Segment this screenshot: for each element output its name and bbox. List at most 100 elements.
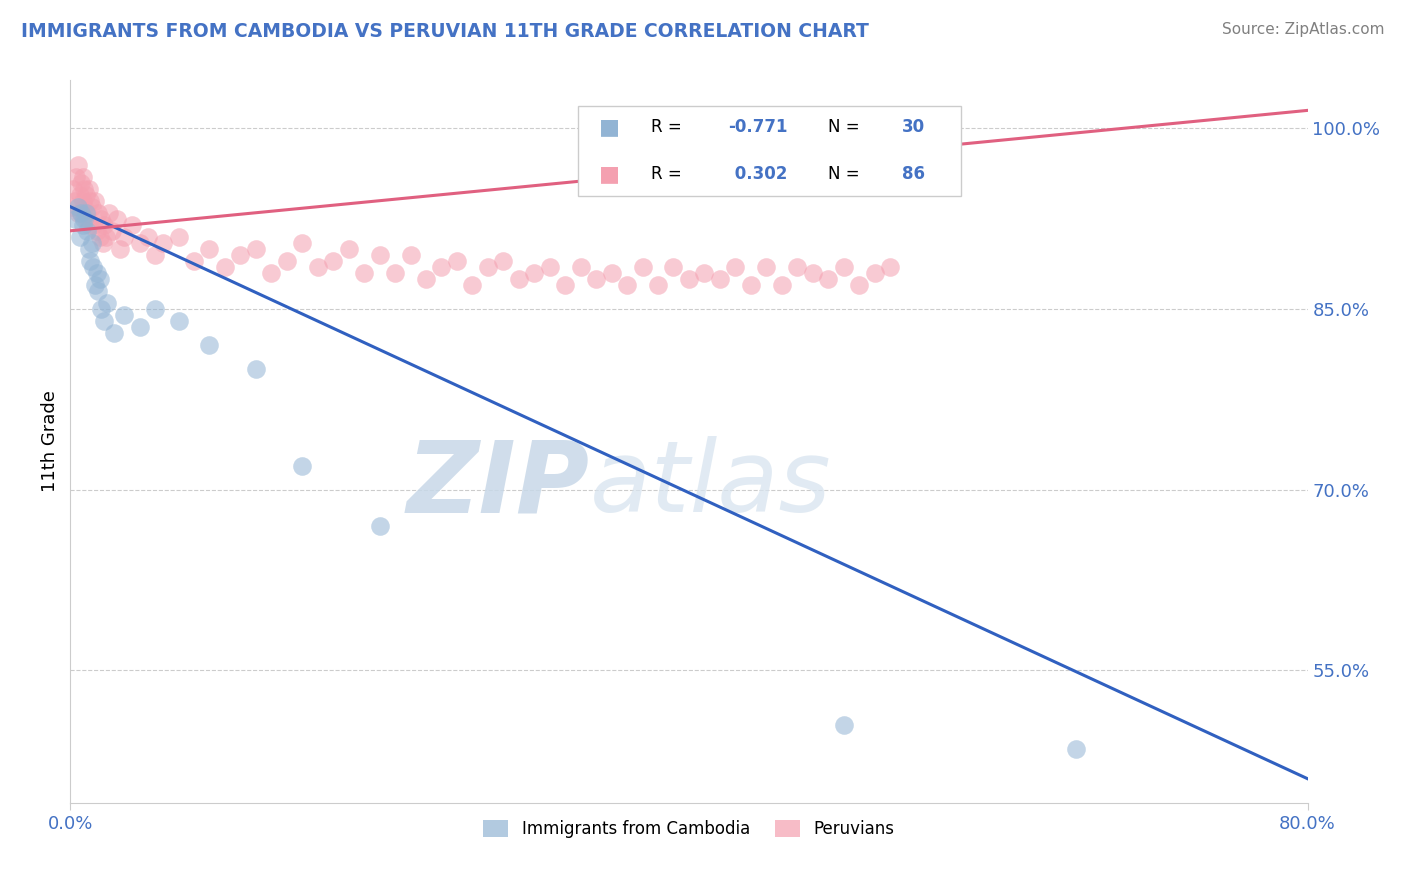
Text: ZIP: ZIP	[406, 436, 591, 533]
Text: N =: N =	[828, 165, 865, 183]
Point	[554, 277, 576, 292]
Point	[616, 277, 638, 292]
Point	[72, 169, 94, 184]
Point	[72, 218, 94, 232]
Point	[69, 187, 91, 202]
Point	[786, 260, 808, 274]
Point	[73, 211, 96, 226]
Text: R =: R =	[651, 165, 686, 183]
Point	[770, 277, 793, 292]
Point	[98, 205, 120, 219]
Point	[93, 218, 115, 232]
Point	[73, 181, 96, 195]
Text: N =: N =	[828, 119, 865, 136]
Text: Source: ZipAtlas.com: Source: ZipAtlas.com	[1222, 22, 1385, 37]
Point	[662, 260, 685, 274]
Point	[103, 326, 125, 341]
Point	[86, 266, 108, 280]
Point	[145, 301, 166, 317]
Text: ■: ■	[599, 164, 620, 185]
Point	[709, 272, 731, 286]
Point	[693, 266, 716, 280]
Point	[863, 266, 886, 280]
Point	[307, 260, 329, 274]
Point	[631, 260, 654, 274]
Text: 0.302: 0.302	[728, 165, 787, 183]
Point	[368, 248, 391, 262]
Point	[198, 242, 221, 256]
Text: atlas: atlas	[591, 436, 831, 533]
Point	[79, 254, 101, 268]
Point	[832, 717, 855, 731]
Point	[461, 277, 484, 292]
Point	[90, 301, 112, 317]
Point	[108, 242, 131, 256]
Point	[75, 187, 97, 202]
FancyBboxPatch shape	[578, 105, 962, 196]
Point	[291, 458, 314, 473]
Text: -0.771: -0.771	[728, 119, 787, 136]
Point	[183, 254, 205, 268]
Point	[63, 211, 86, 226]
Point	[62, 181, 84, 195]
Point	[77, 242, 100, 256]
Point	[65, 169, 87, 184]
Point	[82, 260, 105, 274]
Point	[89, 272, 111, 286]
Point	[80, 200, 103, 214]
Point	[87, 205, 110, 219]
Point	[60, 200, 83, 214]
Point	[353, 266, 375, 280]
Point	[101, 224, 124, 238]
Point	[801, 266, 824, 280]
Point	[724, 260, 747, 274]
Point	[167, 230, 190, 244]
Point	[84, 277, 107, 292]
Point	[508, 272, 530, 286]
Point	[167, 314, 190, 328]
Point	[76, 205, 98, 219]
Point	[67, 158, 90, 172]
Point	[229, 248, 252, 262]
Point	[384, 266, 406, 280]
Point	[136, 230, 159, 244]
Point	[337, 242, 360, 256]
Point	[82, 218, 105, 232]
Point	[523, 266, 546, 280]
Point	[600, 266, 623, 280]
Point	[678, 272, 700, 286]
Point	[69, 230, 91, 244]
Point	[145, 248, 166, 262]
Y-axis label: 11th Grade: 11th Grade	[41, 391, 59, 492]
Point	[477, 260, 499, 274]
Point	[80, 235, 103, 250]
Point	[75, 211, 97, 226]
Point	[114, 230, 135, 244]
Point	[91, 235, 114, 250]
Point	[832, 260, 855, 274]
Point	[415, 272, 437, 286]
Point	[368, 519, 391, 533]
Point	[73, 200, 96, 214]
Point	[63, 194, 86, 208]
Point	[87, 284, 110, 298]
Point	[67, 200, 90, 214]
Point	[647, 277, 669, 292]
Point	[198, 338, 221, 352]
Point	[446, 254, 468, 268]
Point	[322, 254, 344, 268]
Point	[848, 277, 870, 292]
Point	[94, 230, 117, 244]
Legend: Immigrants from Cambodia, Peruvians: Immigrants from Cambodia, Peruvians	[477, 814, 901, 845]
Point	[96, 296, 118, 310]
Text: 30: 30	[901, 119, 925, 136]
Point	[79, 194, 101, 208]
Point	[879, 260, 901, 274]
Point	[276, 254, 298, 268]
Point	[77, 218, 100, 232]
Point	[245, 242, 267, 256]
Point	[817, 272, 839, 286]
Point	[77, 181, 100, 195]
Point	[76, 224, 98, 238]
Point	[129, 320, 152, 334]
